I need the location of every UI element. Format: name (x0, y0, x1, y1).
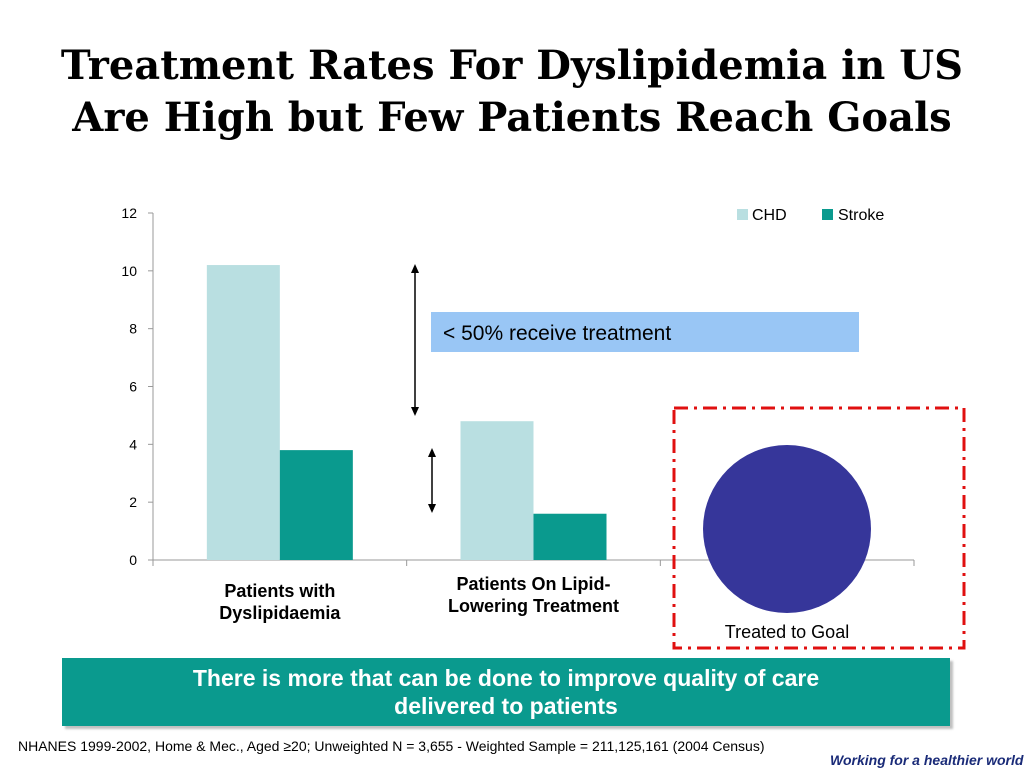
goal-highlight-box (672, 406, 966, 650)
double-arrow-small (428, 448, 436, 513)
key-message-banner: There is more that can be done to improv… (62, 658, 950, 726)
legend-label-chd: CHD (752, 207, 787, 224)
y-tick-label: 6 (129, 379, 137, 395)
bar-stroke-1 (533, 513, 607, 560)
y-tick-label: 10 (121, 263, 137, 279)
double-arrow-large (411, 264, 419, 416)
bar-chd-0 (206, 265, 280, 560)
y-tick-label: 0 (129, 552, 137, 568)
bar-chd-1 (460, 421, 534, 560)
legend-swatch-chd (737, 209, 748, 220)
goal-label: Treated to Goal (725, 622, 849, 642)
y-tick-label: 8 (129, 321, 137, 337)
slide-title: Treatment Rates For Dyslipidemia in US A… (0, 40, 1024, 144)
arrow-head-up (428, 448, 436, 457)
logo-tagline: Working for a healthier world (830, 752, 1024, 768)
arrow-head-up (411, 264, 419, 273)
legend-label-stroke: Stroke (838, 207, 884, 224)
x-category-label: Patients with (224, 581, 335, 601)
x-category-label: Patients On Lipid- (456, 574, 610, 594)
x-category-label: Dyslipidaemia (219, 603, 341, 623)
y-tick-label: 4 (129, 436, 137, 452)
goal-pie-circle (703, 445, 871, 613)
banner-line-2: delivered to patients (394, 693, 618, 719)
callout-text: < 50% receive treatment (443, 322, 671, 345)
chart-bars (206, 265, 861, 560)
legend-swatch-stroke (822, 209, 833, 220)
arrow-head-down (428, 504, 436, 513)
chart-annotations: < 50% receive treatment Treated to Goal (411, 264, 966, 650)
bar-stroke-0 (279, 450, 353, 560)
banner-line-1: There is more that can be done to improv… (192, 665, 820, 691)
chart-legend: CHD Stroke (737, 207, 884, 224)
y-tick-label: 2 (129, 494, 137, 510)
arrow-head-down (411, 407, 419, 416)
y-tick-label: 12 (121, 205, 137, 221)
title-line-1: Treatment Rates For Dyslipidemia in US (60, 42, 964, 89)
source-footnote: NHANES 1999-2002, Home & Mec., Aged ≥20;… (18, 738, 765, 754)
y-tick-labels: 0 2 4 6 8 10 12 (121, 205, 137, 568)
x-category-label: Lowering Treatment (448, 596, 619, 616)
title-line-2: Are High but Few Patients Reach Goals (72, 94, 952, 141)
callout-box (431, 312, 859, 352)
